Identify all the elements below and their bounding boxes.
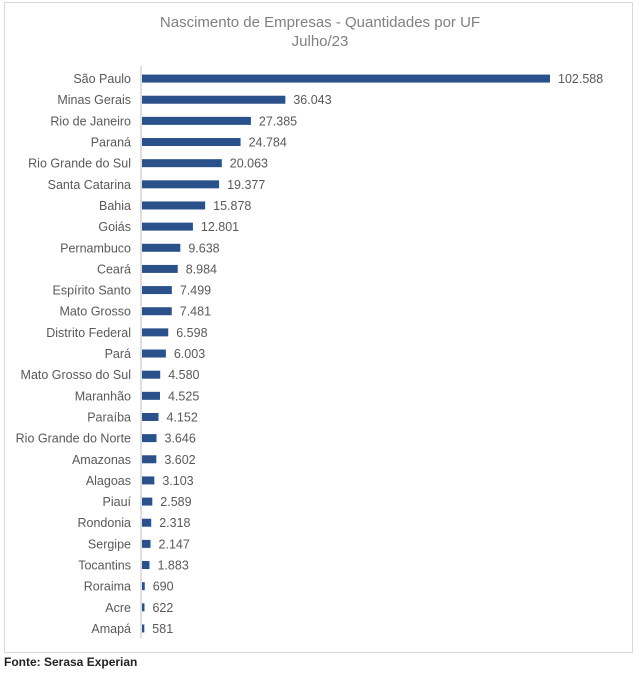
bar [142,561,150,570]
value-label: 8.984 [186,262,217,276]
bar [142,116,251,125]
value-label: 24.784 [249,136,287,150]
bar [142,180,220,189]
category-label: Piauí [103,495,132,509]
value-label: 4.580 [168,368,199,382]
bar [142,159,222,168]
category-label: Amapá [91,622,131,636]
bar-chart: Nascimento de Empresas - Quantidades por… [16,14,604,638]
category-label: Santa Catarina [48,178,131,192]
value-label: 622 [152,601,173,615]
category-label: Maranhão [75,389,131,403]
chart-frame: Nascimento de Empresas - Quantidades por… [4,2,633,653]
category-label: Minas Gerais [57,93,131,107]
bar [142,138,241,147]
value-label: 3.602 [164,453,195,467]
category-label: Roraima [84,580,131,594]
category-label: Amazonas [72,453,131,467]
value-label: 102.588 [558,72,603,86]
bars-group: São Paulo 102.588 Minas Gerais 36.043 Rio de… [16,72,604,636]
chart-title: Nascimento de Empresas - Quantidades por… [160,14,480,31]
bar [142,391,160,400]
value-label: 3.646 [165,432,196,446]
bar [142,582,145,591]
value-label: 15.878 [213,199,251,213]
bar [142,603,145,612]
bar [142,264,178,273]
bar [142,624,145,633]
category-label: Alagoas [86,474,131,488]
bar [142,201,206,210]
bar [142,455,157,464]
category-label: Ceará [97,262,131,276]
value-label: 1.883 [157,559,188,573]
value-label: 2.147 [159,537,190,551]
category-label: Espírito Santo [52,284,131,298]
value-label: 2.589 [160,495,191,509]
category-label: Pernambuco [60,241,131,255]
category-label: Sergipe [88,537,131,551]
bar [142,307,172,316]
value-label: 690 [153,580,174,594]
bar [142,286,172,295]
bar [142,243,181,252]
value-label: 27.385 [259,114,297,128]
chart-subtitle: Julho/23 [292,33,349,50]
bar [142,539,151,548]
value-label: 4.525 [168,389,199,403]
bar [142,95,286,104]
category-label: Rio Grande do Norte [16,432,131,446]
value-label: 581 [152,622,173,636]
value-label: 7.481 [180,305,211,319]
value-label: 12.801 [201,220,239,234]
bar [142,349,166,358]
bar [142,518,152,527]
value-label: 9.638 [188,241,219,255]
value-label: 36.043 [293,93,331,107]
category-label: Mato Grosso [59,305,131,319]
bar [142,497,153,506]
category-label: Pará [105,347,131,361]
category-label: São Paulo [73,72,131,86]
bar [142,476,155,485]
category-label: Goiás [98,220,131,234]
category-label: Mato Grosso do Sul [21,368,131,382]
category-label: Bahia [99,199,131,213]
category-label: Tocantins [78,559,131,573]
category-label: Paraíba [87,410,131,424]
category-label: Rio Grande do Sul [28,157,131,171]
value-label: 3.103 [162,474,193,488]
bar [142,412,159,421]
source-note: Fonte: Serasa Experian [4,655,138,669]
category-label: Paraná [91,136,131,150]
value-label: 19.377 [227,178,265,192]
category-label: Rondonia [77,516,131,530]
value-label: 6.003 [174,347,205,361]
bar [142,222,193,231]
value-label: 6.598 [176,326,207,340]
bar [142,74,550,83]
category-label: Acre [105,601,131,615]
bar [142,434,157,443]
value-label: 7.499 [180,284,211,298]
value-label: 4.152 [167,410,198,424]
value-label: 20.063 [230,157,268,171]
value-label: 2.318 [159,516,190,530]
category-label: Rio de Janeiro [50,114,131,128]
bar [142,370,161,379]
category-label: Distrito Federal [46,326,131,340]
bar [142,328,169,337]
